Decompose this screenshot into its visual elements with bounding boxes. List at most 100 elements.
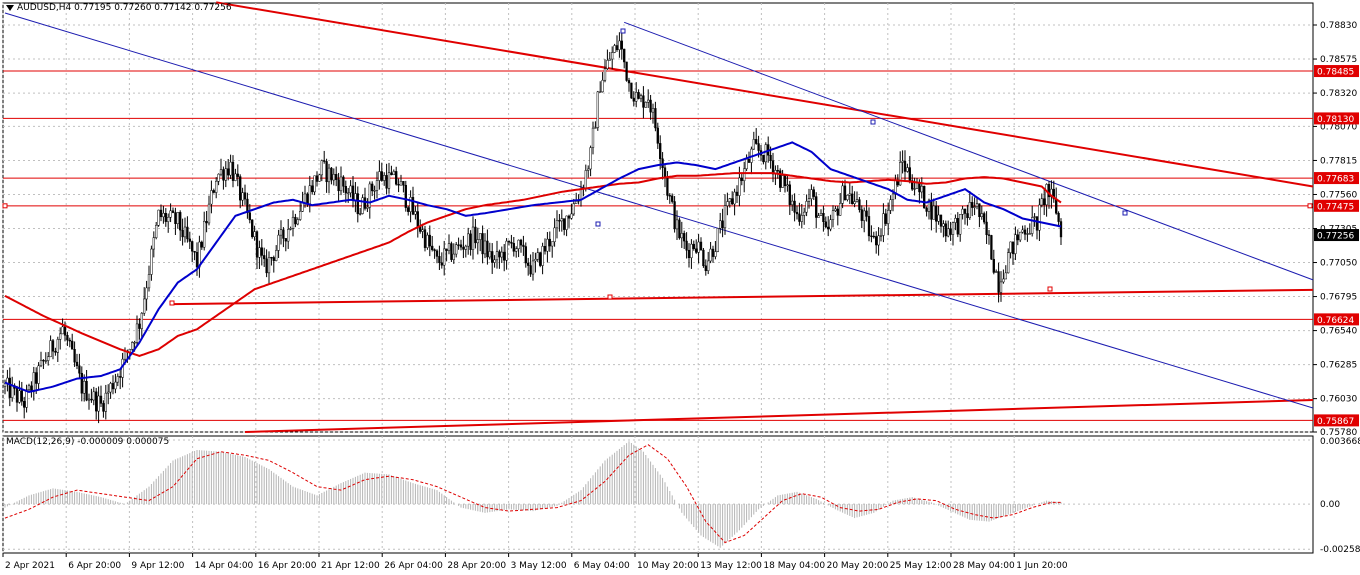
candle-body	[1002, 278, 1005, 283]
candle-body	[632, 97, 635, 102]
candle-body	[284, 238, 287, 242]
candle-body	[870, 235, 873, 237]
candle-body	[215, 180, 218, 193]
price-level-tag	[1314, 172, 1359, 185]
price-tick-label: 0.76285	[1320, 361, 1357, 371]
trendline-handle[interactable]	[595, 221, 601, 227]
candle-body	[839, 203, 842, 216]
candle-body	[594, 127, 597, 129]
trendline-handle[interactable]	[1047, 286, 1053, 292]
candle-body	[54, 350, 57, 353]
trendline-blue[interactable]	[624, 21, 1314, 281]
candle-body	[836, 208, 839, 216]
candle-body	[138, 323, 141, 329]
candle-body	[613, 45, 616, 53]
candle-body	[133, 342, 136, 344]
trendline-red[interactable]	[244, 398, 1314, 433]
candle-body	[697, 241, 700, 253]
candle-body	[740, 177, 743, 181]
candle-body	[570, 213, 573, 219]
price-tick-label: 0.78830	[1320, 21, 1357, 31]
candle-body	[99, 395, 103, 404]
candle-body	[937, 214, 940, 222]
macd-tick-label: 0.003668	[1320, 437, 1360, 447]
candle-body	[601, 79, 604, 93]
candle-body	[721, 220, 724, 229]
trendline-blue[interactable]	[4, 12, 1314, 409]
trendline-handle[interactable]	[607, 294, 613, 300]
candle-body	[1033, 216, 1036, 218]
candle-body	[342, 176, 345, 187]
candle-body	[11, 385, 14, 398]
dropdown-arrow-icon[interactable]	[6, 4, 14, 11]
candle-body	[169, 210, 172, 218]
candle-body	[68, 339, 71, 342]
candle-body	[899, 162, 902, 186]
candle-body	[510, 241, 513, 244]
candle-body	[174, 212, 177, 224]
candle-body	[563, 218, 566, 230]
candle-body	[743, 168, 746, 181]
candle-body	[661, 158, 664, 169]
candle-body	[944, 223, 947, 237]
price-tick-label: 0.77560	[1320, 190, 1357, 200]
candle-body	[968, 202, 971, 219]
trendline-handle[interactable]	[870, 119, 876, 125]
candle-body	[443, 248, 446, 266]
candle-body	[399, 181, 403, 186]
candle-body	[366, 206, 369, 209]
candle-body	[219, 169, 223, 175]
price-level-tag-label: 0.77683	[1317, 175, 1354, 185]
candle-body	[361, 197, 364, 214]
candle-body	[459, 244, 463, 248]
price-tick-label: 0.76030	[1320, 395, 1357, 405]
candle-body	[524, 246, 527, 264]
candle-body	[747, 159, 751, 163]
candle-body	[469, 233, 472, 250]
candle-body	[668, 195, 671, 197]
candle-body	[1035, 216, 1039, 231]
candle-body	[404, 184, 407, 208]
candle-body	[23, 401, 26, 408]
trendline-red[interactable]	[172, 288, 1314, 306]
candle-body	[35, 372, 38, 384]
candle-body	[318, 174, 321, 182]
level-handle-right[interactable]	[1307, 203, 1313, 209]
candle-body	[939, 214, 943, 227]
candle-body	[253, 231, 256, 238]
price-tick-label: 0.76540	[1320, 327, 1357, 337]
price-tick-label: 0.78575	[1320, 55, 1357, 65]
level-handle-left[interactable]	[2, 203, 8, 209]
trendline-handle[interactable]	[169, 300, 175, 306]
candle-body	[673, 201, 676, 230]
candle-body	[716, 228, 719, 252]
candle-body	[71, 340, 74, 350]
trendline-handle[interactable]	[1122, 210, 1128, 216]
candle-body	[236, 173, 239, 177]
candle-body	[827, 226, 830, 230]
candle-body	[500, 251, 503, 258]
candle-body	[467, 233, 470, 247]
candle-body	[20, 390, 23, 402]
current-price-label: 0.77256	[1317, 232, 1354, 242]
candle-body	[567, 215, 571, 219]
candle-body	[186, 226, 189, 240]
candle-body	[517, 239, 520, 250]
candle-body	[303, 193, 307, 204]
candle-body	[49, 340, 52, 358]
candle-body	[488, 251, 491, 258]
candle-body	[123, 350, 127, 360]
candle-body	[207, 203, 211, 224]
candle-body	[1047, 184, 1051, 198]
trendline-handle[interactable]	[620, 28, 626, 34]
candle-body	[959, 214, 962, 235]
candle-body	[159, 209, 163, 218]
time-tick-label: 9 Apr 12:00	[131, 561, 184, 571]
candle-body	[337, 179, 340, 192]
trendline-red[interactable]	[216, 1, 1314, 188]
candle-body	[961, 208, 964, 215]
candle-body	[685, 240, 688, 251]
price-level-tag-label: 0.77475	[1317, 202, 1354, 212]
candle-body	[59, 333, 62, 340]
